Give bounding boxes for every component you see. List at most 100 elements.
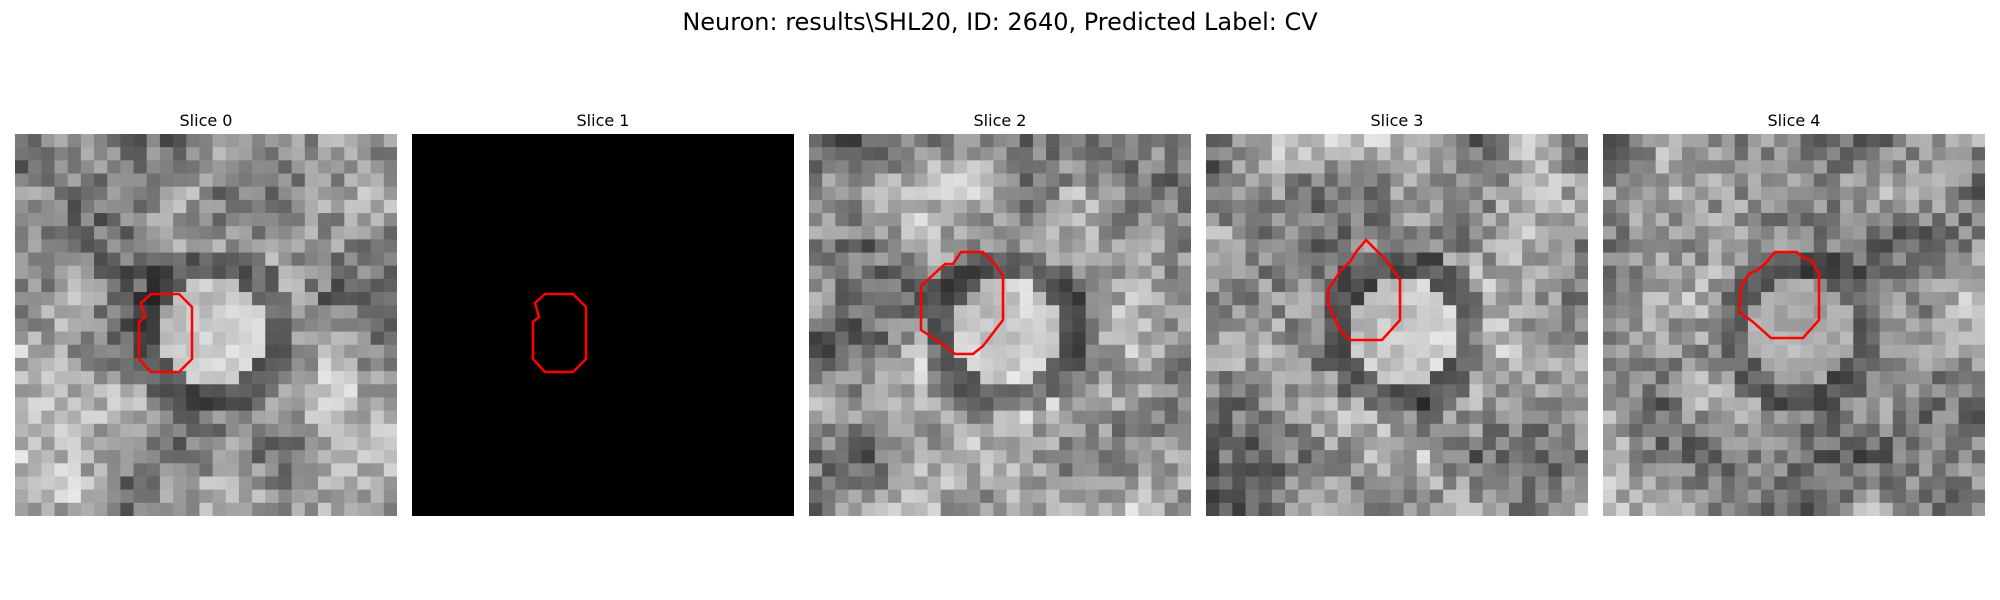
slice-pixel bbox=[927, 305, 942, 320]
slice-pixel bbox=[1668, 371, 1683, 385]
slice-pixel bbox=[1866, 226, 1881, 240]
slice-pixel bbox=[107, 423, 121, 438]
slice-pixel bbox=[1046, 318, 1060, 333]
slice-pixel bbox=[1958, 147, 1973, 161]
slice-pixel bbox=[1164, 397, 1179, 412]
slice-pixel bbox=[199, 134, 214, 148]
slice-pixel bbox=[1350, 344, 1365, 359]
slice-pixel bbox=[383, 305, 397, 320]
slice-pixel bbox=[370, 278, 385, 293]
slice-pixel bbox=[1469, 476, 1484, 491]
slice-pixel bbox=[1059, 331, 1074, 346]
slice-pixel bbox=[1164, 344, 1179, 359]
slice-pixel bbox=[1548, 331, 1563, 346]
slice-pixel bbox=[1098, 147, 1113, 161]
slice-pixel bbox=[317, 186, 332, 201]
slice-pixel bbox=[1258, 265, 1273, 280]
slice-pixel bbox=[1695, 450, 1709, 464]
slice-pixel bbox=[1800, 278, 1815, 293]
slice-pixel bbox=[54, 423, 69, 438]
slice-pixel bbox=[914, 265, 929, 280]
slice-pixel bbox=[1800, 226, 1815, 240]
slice-pixel bbox=[1206, 160, 1220, 175]
slice-pixel bbox=[1046, 357, 1060, 372]
slice-pixel bbox=[1655, 463, 1670, 478]
slice-pixel bbox=[1813, 134, 1828, 148]
slice-pixel bbox=[15, 199, 29, 214]
slice-pixel bbox=[1311, 489, 1326, 504]
roi-contour-0 bbox=[137, 292, 194, 374]
slice-pixel bbox=[1416, 239, 1431, 254]
slice-pixel bbox=[225, 450, 240, 464]
slice-pixel bbox=[1708, 305, 1723, 320]
slice-pixel bbox=[940, 186, 955, 201]
slice-pixel bbox=[1403, 318, 1418, 333]
slice-pixel bbox=[1311, 199, 1326, 214]
slice-pixel bbox=[291, 173, 306, 188]
slice-pixel bbox=[304, 160, 319, 175]
slice-pixel bbox=[1840, 226, 1854, 240]
slice-pixel bbox=[1958, 292, 1973, 306]
slice-pixel bbox=[1800, 357, 1815, 372]
slice-pixel bbox=[199, 213, 214, 227]
slice-pixel bbox=[252, 305, 266, 320]
slice-pixel bbox=[357, 226, 372, 240]
slice-pixel bbox=[809, 239, 823, 254]
slice-pixel bbox=[822, 147, 836, 161]
slice-pixel bbox=[1787, 134, 1802, 148]
slice-pixel bbox=[967, 502, 981, 516]
slice-pixel bbox=[1761, 278, 1775, 293]
slice-pixel bbox=[28, 384, 42, 399]
slice-pixel bbox=[1905, 397, 1920, 412]
slice-pixel bbox=[159, 265, 174, 280]
slice-pixel bbox=[1668, 423, 1683, 438]
slice-pixel bbox=[888, 489, 902, 504]
slice-pixel bbox=[1443, 436, 1457, 451]
slice-pixel bbox=[133, 371, 148, 385]
slice-pixel bbox=[1932, 173, 1947, 188]
slice-pixel bbox=[1258, 160, 1273, 175]
slice-pixel bbox=[1787, 397, 1802, 412]
slice-pixel bbox=[1206, 252, 1220, 267]
slice-pixel bbox=[1721, 226, 1736, 240]
slice-pixel bbox=[1932, 160, 1947, 175]
slice-pixel bbox=[357, 186, 372, 201]
slice-pixel bbox=[67, 173, 82, 188]
slice-pixel bbox=[1046, 226, 1060, 240]
slice-pixel bbox=[304, 489, 319, 504]
slice-pixel bbox=[1734, 292, 1749, 306]
slice-pixel bbox=[94, 357, 108, 372]
slice-pixel bbox=[357, 489, 372, 504]
slice-pixel bbox=[874, 410, 889, 425]
slice-pixel bbox=[1774, 213, 1789, 227]
slice-pixel bbox=[199, 147, 214, 161]
slice-pixel bbox=[54, 450, 69, 464]
slice-pixel bbox=[146, 502, 161, 516]
slice-pixel bbox=[265, 318, 280, 333]
slice-pixel bbox=[28, 226, 42, 240]
slice-pixel bbox=[1429, 489, 1444, 504]
slice-pixel bbox=[1655, 278, 1670, 293]
slice-pixel bbox=[1853, 173, 1868, 188]
slice-pixel bbox=[1032, 397, 1047, 412]
slice-pixel bbox=[344, 344, 359, 359]
slice-pixel bbox=[874, 450, 889, 464]
slice-pixel bbox=[317, 239, 332, 254]
slice-image-2 bbox=[809, 134, 1191, 516]
slice-pixel bbox=[1298, 265, 1312, 280]
slice-pixel bbox=[1574, 147, 1588, 161]
slice-pixel bbox=[1800, 371, 1815, 385]
slice-pixel bbox=[317, 213, 332, 227]
slice-pixel bbox=[1285, 252, 1299, 267]
slice-pixel bbox=[1971, 436, 1985, 451]
slice-pixel bbox=[1177, 436, 1191, 451]
slice-pixel bbox=[1285, 239, 1299, 254]
slice-pixel bbox=[1085, 278, 1100, 293]
slice-pixel bbox=[967, 213, 981, 227]
slice-pixel bbox=[1708, 186, 1723, 201]
slice-pixel bbox=[1655, 147, 1670, 161]
slice-pixel bbox=[940, 305, 955, 320]
slice-pixel bbox=[173, 436, 187, 451]
slice-pixel bbox=[278, 252, 293, 267]
slice-pixel bbox=[1324, 199, 1339, 214]
